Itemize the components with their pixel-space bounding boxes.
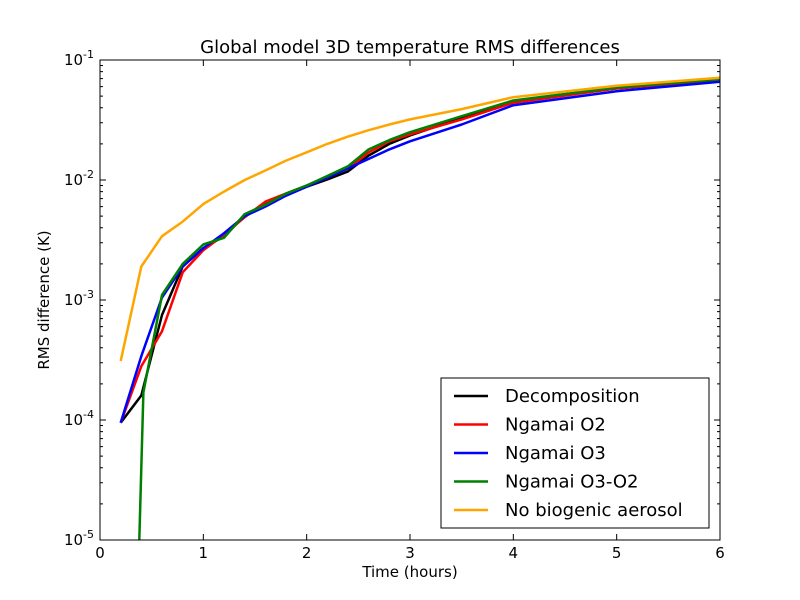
x-axis: 0 1 2 3 4 5 6 (95, 60, 725, 562)
legend-label: Ngamai O3 (505, 443, 606, 464)
plot-area (119, 76, 721, 541)
x-tick-label: 0 (95, 544, 105, 562)
x-axis-label: Time (hours) (361, 563, 457, 581)
legend: Decomposition Ngamai O2 Ngamai O3 Ngamai O3… (440, 377, 710, 529)
x-tick-label: 2 (302, 544, 312, 562)
y-axis-label: RMS difference (K) (35, 230, 53, 369)
y-tick-label: 10-1 (64, 48, 94, 69)
x-tick-label: 5 (612, 544, 622, 562)
x-tick-label: 3 (405, 544, 415, 562)
x-tick-label: 6 (715, 544, 725, 562)
legend-label: No biogenic aerosol (505, 500, 683, 521)
x-tick-label: 4 (509, 544, 519, 562)
legend-label: Ngamai O3-O2 (505, 472, 638, 493)
y-tick-label: 10-4 (64, 408, 94, 429)
y-tick-label: 10-3 (64, 288, 94, 309)
legend-label: Decomposition (505, 386, 640, 407)
series-line (138, 78, 721, 541)
x-tick-label: 1 (199, 544, 209, 562)
legend-label: Ngamai O2 (505, 415, 606, 436)
series-line (119, 76, 721, 362)
y-axis: 10-5 10-4 10-3 10-2 10-1 (64, 48, 720, 549)
y-tick-label: 10-5 (64, 528, 94, 549)
chart-title: Global model 3D temperature RMS differen… (200, 37, 620, 58)
plot-frame (99, 59, 721, 541)
y-tick-label: 10-2 (64, 168, 94, 189)
